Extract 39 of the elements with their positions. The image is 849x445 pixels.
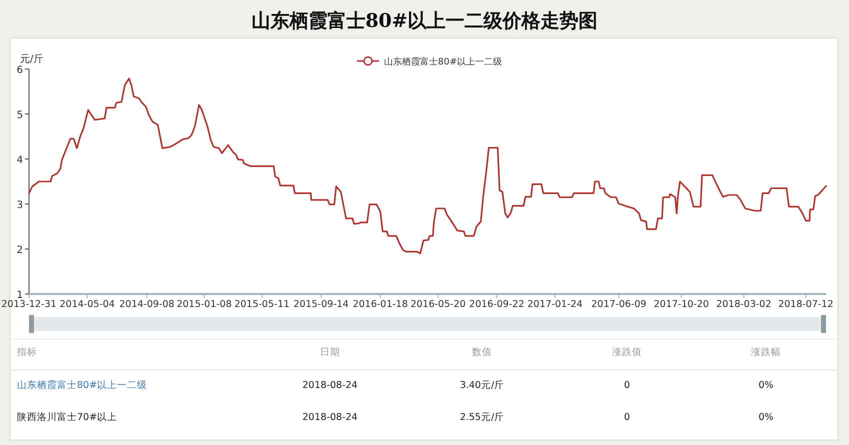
legend-label: 山东栖霞富士80#以上一二级	[384, 56, 502, 68]
text: 0	[624, 380, 630, 391]
text: 0%	[758, 380, 774, 391]
text: 指标	[16, 346, 37, 358]
text: 陕西洛川富士70#以上	[17, 411, 118, 423]
x-tick-label: 2016-05-20	[410, 299, 466, 310]
y-tick-label: 5	[16, 110, 23, 121]
y-tick-label: 2	[16, 245, 23, 256]
x-tick-label: 2015-09-14	[294, 299, 349, 310]
text: 2018-08-24	[302, 412, 358, 423]
x-tick-label: 2013-12-31	[1, 299, 57, 310]
x-tick-label: 2018-03-02	[716, 299, 772, 310]
y-tick-label: 1	[16, 290, 23, 301]
x-tick-label: 2014-05-04	[60, 299, 115, 310]
y-tick-label: 6	[16, 65, 23, 76]
y-tick-label: 4	[16, 155, 23, 166]
x-tick-label: 2015-01-08	[176, 299, 232, 310]
text: 涨跌幅	[751, 346, 781, 358]
x-tick-label: 2016-09-22	[469, 299, 524, 310]
text: 日期	[320, 346, 340, 358]
x-tick-label: 2014-09-08	[119, 299, 174, 310]
line-series	[28, 78, 827, 254]
x-tick-label: 2017-01-24	[527, 299, 583, 310]
x-tick-label: 2017-10-20	[654, 299, 709, 310]
text: 数值	[472, 347, 492, 358]
x-tick-label: 2016-01-18	[352, 299, 408, 310]
text: 0%	[758, 412, 774, 423]
text: 0	[624, 412, 630, 423]
text: 2.55元/斤	[460, 411, 504, 423]
text: 2018-08-24	[302, 380, 358, 391]
chart-title: 山东栖霞富士80#以上一二级价格走势图	[251, 10, 598, 32]
y-tick-label: 3	[16, 200, 23, 211]
x-tick-label: 2017-06-09	[591, 299, 646, 310]
text: 涨跌值	[612, 346, 642, 358]
text: 3.40元/斤	[460, 379, 504, 391]
x-tick-label: 2015-05-11	[234, 299, 290, 310]
x-tick-label: 2018-07-12	[778, 299, 834, 310]
y-axis-title: 元/斤	[20, 53, 44, 65]
text: 山东栖霞富士80#以上一二级	[17, 379, 148, 391]
